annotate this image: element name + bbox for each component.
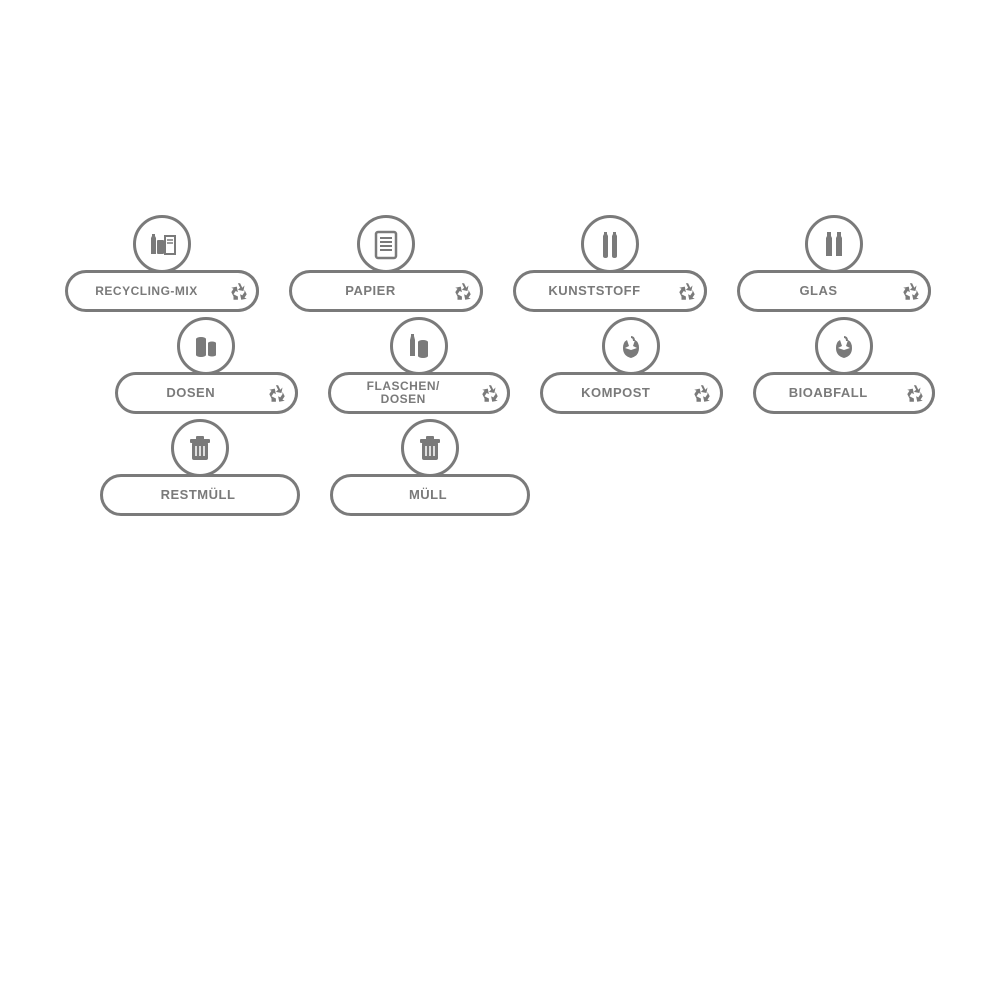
- pill: GLAS: [737, 270, 931, 312]
- label-bioabfall: BIOABFALL: [753, 372, 936, 414]
- bio-waste-icon: [815, 317, 873, 375]
- recycle-icon: [893, 270, 931, 312]
- recycle-icon: [669, 270, 707, 312]
- pill: RECYCLING-MIX: [65, 270, 259, 312]
- recycle-icon: [221, 270, 259, 312]
- pill: PAPIER: [289, 270, 483, 312]
- label-text: PAPIER: [292, 284, 445, 298]
- label-glas: GLAS: [737, 270, 931, 312]
- recycle-icon: [445, 270, 483, 312]
- label-muell: MÜLL: [330, 474, 530, 516]
- pill: KUNSTSTOFF: [513, 270, 707, 312]
- label-text: RESTMÜLL: [103, 488, 297, 502]
- label-text: RECYCLING-MIX: [68, 285, 221, 298]
- row-3: RESTMÜLL MÜLL: [100, 474, 935, 516]
- compost-icon: [602, 317, 660, 375]
- label-flaschen-dosen: FLASCHEN/ DOSEN: [328, 372, 511, 414]
- pill: DOSEN: [115, 372, 298, 414]
- paper-icon: [357, 215, 415, 273]
- label-kompost: KOMPOST: [540, 372, 723, 414]
- label-text: MÜLL: [333, 488, 527, 502]
- recycle-icon: [472, 372, 510, 414]
- cans-icon: [177, 317, 235, 375]
- trash-icon: [171, 419, 229, 477]
- mixed-recycling-icon: [133, 215, 191, 273]
- label-text: FLASCHEN/ DOSEN: [331, 380, 473, 405]
- label-text: GLAS: [740, 284, 893, 298]
- glass-icon: [805, 215, 863, 273]
- recycling-labels-grid: RECYCLING-MIX PAPIER KUNSTSTOF: [65, 270, 935, 516]
- row-1: RECYCLING-MIX PAPIER KUNSTSTOF: [65, 270, 935, 312]
- pill: FLASCHEN/ DOSEN: [328, 372, 511, 414]
- recycle-icon: [685, 372, 723, 414]
- recycle-icon: [260, 372, 298, 414]
- bottles-cans-icon: [390, 317, 448, 375]
- plastic-icon: [581, 215, 639, 273]
- recycle-icon: [897, 372, 935, 414]
- label-text: KOMPOST: [543, 386, 685, 400]
- label-restmuell: RESTMÜLL: [100, 474, 300, 516]
- trash-icon: [401, 419, 459, 477]
- label-text: KUNSTSTOFF: [516, 284, 669, 298]
- label-text: DOSEN: [118, 386, 260, 400]
- row-2: DOSEN FLASCHEN/ DOSEN KOMPOST: [115, 372, 935, 414]
- label-dosen: DOSEN: [115, 372, 298, 414]
- pill: RESTMÜLL: [100, 474, 300, 516]
- pill: MÜLL: [330, 474, 530, 516]
- pill: KOMPOST: [540, 372, 723, 414]
- pill: BIOABFALL: [753, 372, 936, 414]
- label-text: BIOABFALL: [756, 386, 898, 400]
- label-papier: PAPIER: [289, 270, 483, 312]
- label-recycling-mix: RECYCLING-MIX: [65, 270, 259, 312]
- label-kunststoff: KUNSTSTOFF: [513, 270, 707, 312]
